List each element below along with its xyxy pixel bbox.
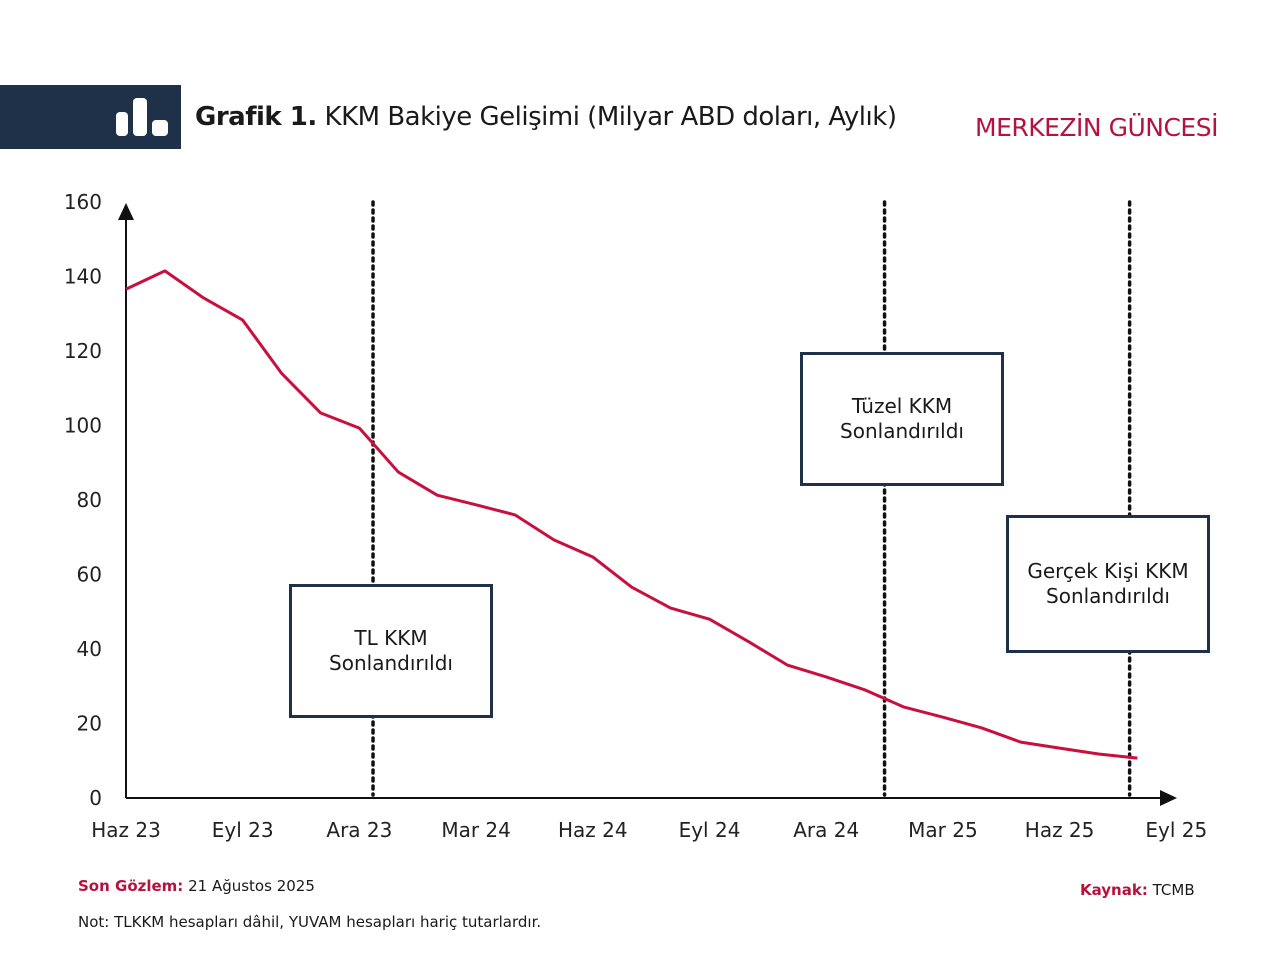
x-tick-label: Mar 24: [441, 818, 511, 842]
header-bar: [0, 85, 181, 149]
x-tick-label: Eyl 24: [679, 818, 741, 842]
y-tick-label: 160: [64, 190, 102, 214]
note: Not: TLKKM hesapları dâhil, YUVAM hesapl…: [78, 913, 542, 931]
x-tick-label: Mar 25: [908, 818, 978, 842]
annotation-gercek-kisi-kkm: Gerçek Kişi KKM Sonlandırıldı: [1006, 515, 1210, 653]
x-axis-arrow: [1160, 790, 1177, 806]
chart-title: Grafik 1. KKM Bakiye Gelişimi (Milyar AB…: [195, 102, 897, 132]
y-tick-label: 20: [77, 712, 102, 736]
x-tick-label: Haz 23: [91, 818, 161, 842]
y-tick-label: 140: [64, 265, 102, 289]
y-tick-label: 60: [77, 563, 102, 587]
y-tick-label: 0: [89, 786, 102, 810]
x-tick-label: Ara 23: [326, 818, 392, 842]
brand-logo: MERKEZİN GÜNCESİ: [975, 113, 1218, 142]
x-tick-label: Haz 24: [558, 818, 628, 842]
annotation-tl-kkm: TL KKM Sonlandırıldı: [289, 584, 493, 718]
y-tick-label: 100: [64, 414, 102, 438]
source: Kaynak: TCMB: [1080, 881, 1195, 899]
y-axis-arrow: [118, 203, 134, 220]
x-tick-label: Eyl 25: [1145, 818, 1207, 842]
y-tick-label: 80: [77, 488, 102, 512]
series-line-kkm: [125, 269, 1138, 760]
last-observation: Son Gözlem: 21 Ağustos 2025: [78, 877, 315, 895]
annotation-tuzel-kkm: Tüzel KKM Sonlandırıldı: [800, 352, 1004, 486]
x-tick-label: Ara 24: [793, 818, 859, 842]
x-tick-label: Haz 25: [1025, 818, 1095, 842]
y-tick-label: 40: [77, 637, 102, 661]
x-tick-label: Eyl 23: [212, 818, 274, 842]
y-tick-label: 120: [64, 339, 102, 363]
